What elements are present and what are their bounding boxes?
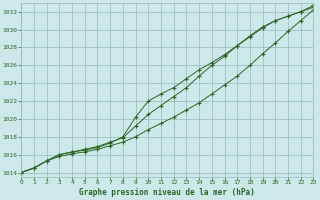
X-axis label: Graphe pression niveau de la mer (hPa): Graphe pression niveau de la mer (hPa): [79, 188, 255, 197]
